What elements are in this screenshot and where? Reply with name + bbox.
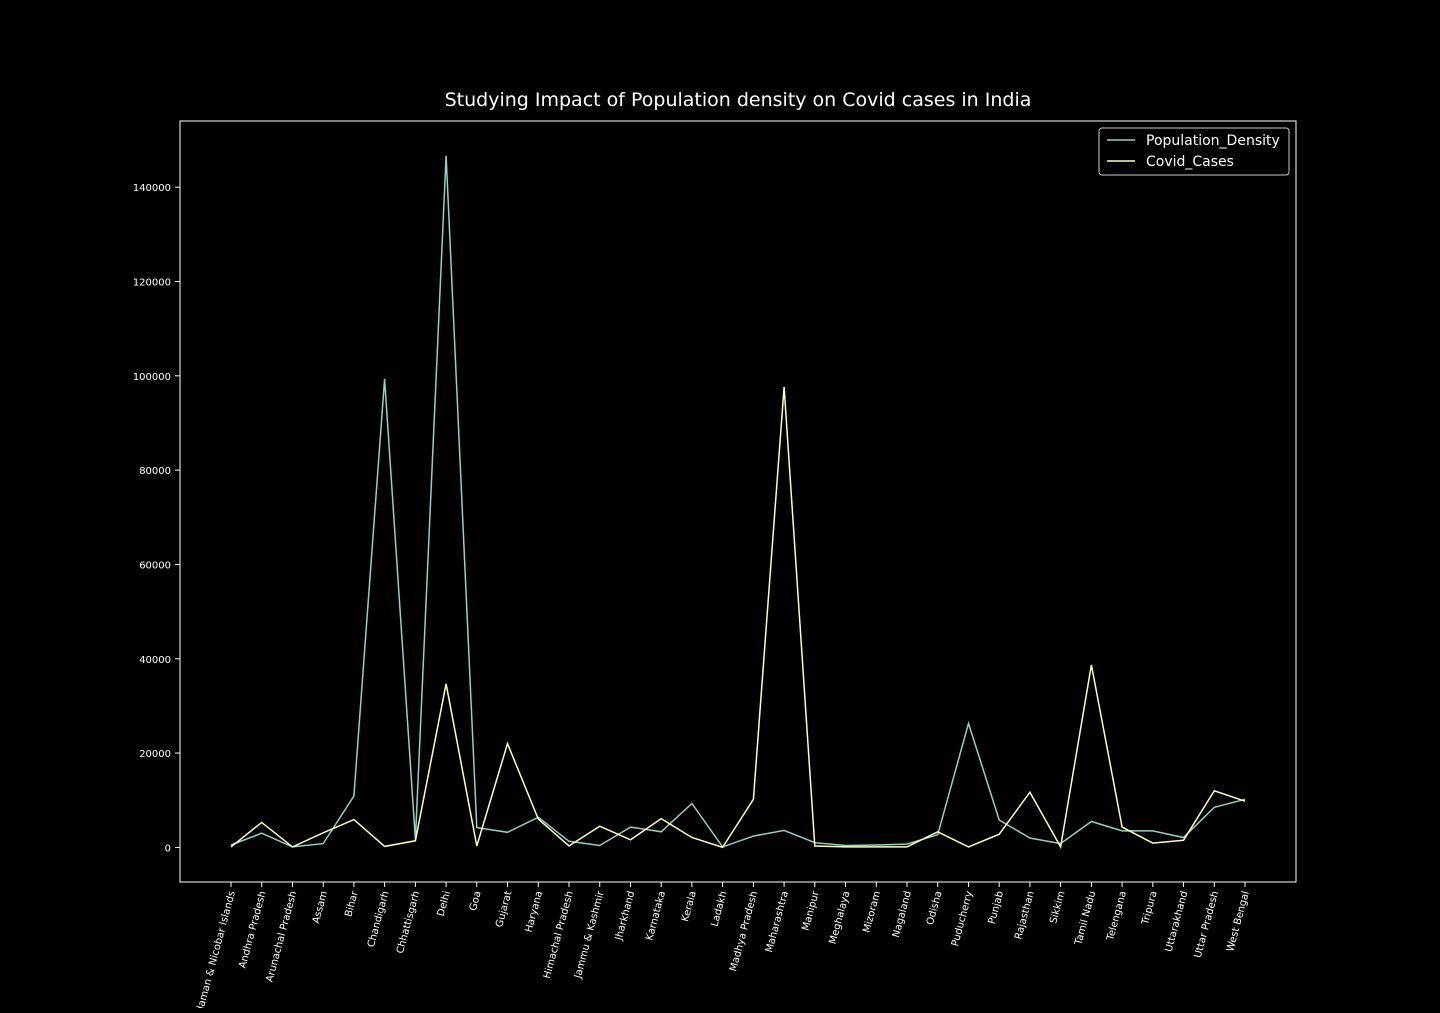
legend-box xyxy=(1098,127,1290,176)
y-tick-label: 140000 xyxy=(133,183,171,194)
plot-frame xyxy=(179,120,1297,883)
series-line-covid-cases xyxy=(230,387,1246,850)
y-tick-label: 100000 xyxy=(133,372,171,383)
legend-label: Population_Density xyxy=(1146,133,1280,149)
legend: Population_Density Covid_Cases xyxy=(1098,127,1290,176)
y-tick-label: 80000 xyxy=(139,466,171,477)
chart-title: Studying Impact of Population density on… xyxy=(445,89,1032,111)
y-tick-label: 0 xyxy=(165,843,171,854)
legend-label: Covid_Cases xyxy=(1146,154,1234,170)
series-line-population-density xyxy=(230,155,1246,848)
series-lines xyxy=(230,155,1246,850)
x-tick-label: Goa xyxy=(468,890,484,912)
y-tick-label: 60000 xyxy=(139,560,171,571)
y-tick-label: 120000 xyxy=(133,278,171,289)
y-tick-label: 40000 xyxy=(139,655,171,666)
y-axis: 0 20000 40000 60000 80000 100000 120000 140000 xyxy=(133,183,180,854)
y-tick-label: 20000 xyxy=(139,749,171,760)
